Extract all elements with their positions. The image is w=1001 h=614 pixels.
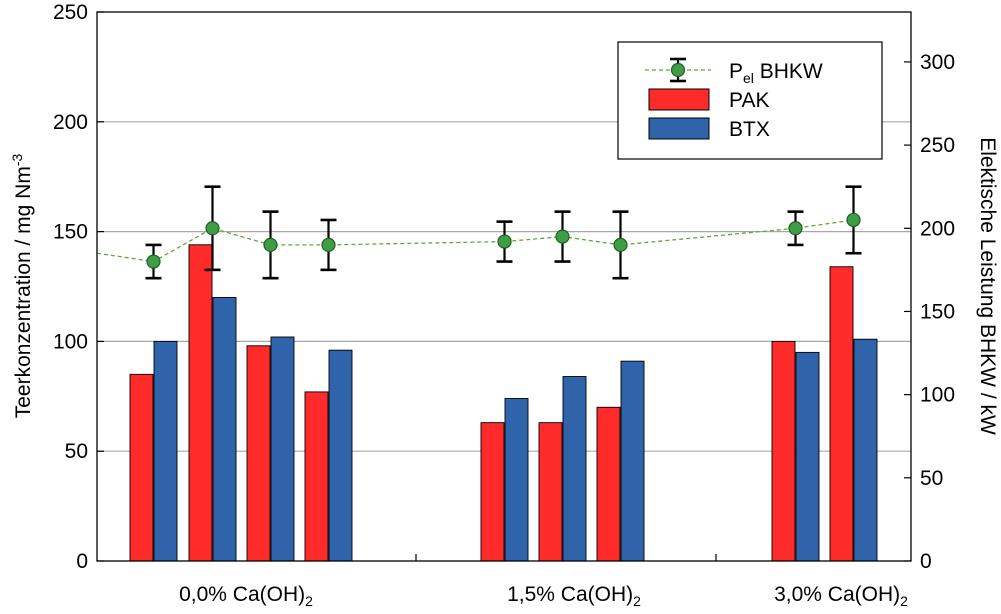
right-tick-label: 150 [920, 300, 955, 323]
legend-pak-swatch [648, 88, 710, 111]
pel-point [146, 254, 161, 269]
category-labels: 0,0% Ca(OH)2 1,5% Ca(OH)2 3,0% Ca(OH)2 [179, 583, 908, 609]
bar-pak [538, 422, 563, 562]
bar-pak [829, 266, 854, 562]
bar-pak [771, 340, 796, 562]
plot-border [96, 11, 912, 562]
bar-series [129, 244, 878, 562]
bar-btx [212, 297, 237, 562]
left-tick-label: 50 [65, 440, 88, 463]
right-tick-label: 0 [920, 550, 932, 573]
legend-label-btx: BTX [729, 118, 770, 141]
legend-label-pel: Pel BHKW [729, 60, 823, 86]
category-label: 3,0% Ca(OH)2 [774, 583, 908, 609]
left-tick-label: 0 [76, 550, 88, 573]
category-label: 1,5% Ca(OH)2 [507, 583, 641, 609]
pel-series [96, 185, 862, 280]
bar-btx [328, 349, 353, 562]
pel-point [263, 237, 278, 253]
left-axis: 0 50 100 150 200 250 [53, 1, 104, 573]
bar-btx [504, 398, 529, 562]
bar-btx [853, 338, 878, 562]
left-tick-label: 150 [53, 221, 88, 244]
left-axis-title: Teerkonzentration / mg Nm-3 [9, 154, 35, 419]
bar-btx [620, 360, 645, 562]
legend: Pel BHKW PAK BTX [617, 41, 883, 160]
pel-point [846, 212, 861, 228]
right-tick-label: 200 [920, 217, 955, 240]
bar-pak [246, 345, 271, 562]
pel-point [497, 234, 512, 249]
pel-point [613, 237, 628, 253]
right-tick-label: 250 [920, 134, 955, 157]
category-label: 0,0% Ca(OH)2 [179, 583, 313, 609]
legend-label-pak: PAK [729, 89, 769, 112]
left-axis-title-main: Teerkonzentration / mg Nm [12, 166, 35, 418]
bar-pak [129, 373, 154, 562]
bar-btx [153, 340, 178, 562]
legend-pel-marker [670, 62, 686, 78]
bar-pak [596, 406, 621, 562]
pel-line [96, 219, 854, 263]
right-axis: 0 50 100 150 200 250 300 [904, 51, 955, 573]
legend-btx-swatch [648, 117, 710, 140]
legend-entry-btx: BTX [648, 117, 770, 141]
bar-btx [270, 336, 295, 562]
legend-entry-pel: Pel BHKW [645, 57, 823, 86]
bar-btx [795, 351, 820, 562]
legend-entry-pak: PAK [648, 88, 769, 112]
left-axis-title-sup: -3 [9, 154, 25, 167]
plot-frame [96, 11, 912, 562]
pel-point [321, 237, 336, 253]
left-tick-label: 100 [53, 330, 88, 353]
pel-point [788, 221, 803, 236]
right-tick-label: 50 [920, 467, 943, 490]
left-tick-label: 200 [53, 111, 88, 134]
bar-pak [304, 391, 329, 562]
bar-pak [480, 422, 505, 562]
right-tick-label: 300 [920, 51, 955, 74]
left-tick-label: 250 [53, 1, 88, 24]
bar-btx [562, 376, 587, 562]
bar-pak [188, 244, 213, 562]
pel-point [205, 221, 220, 236]
right-tick-label: 100 [920, 384, 955, 407]
right-axis-title: Elektische Leistung BHKW / kW [976, 137, 999, 435]
pel-point [555, 229, 570, 244]
